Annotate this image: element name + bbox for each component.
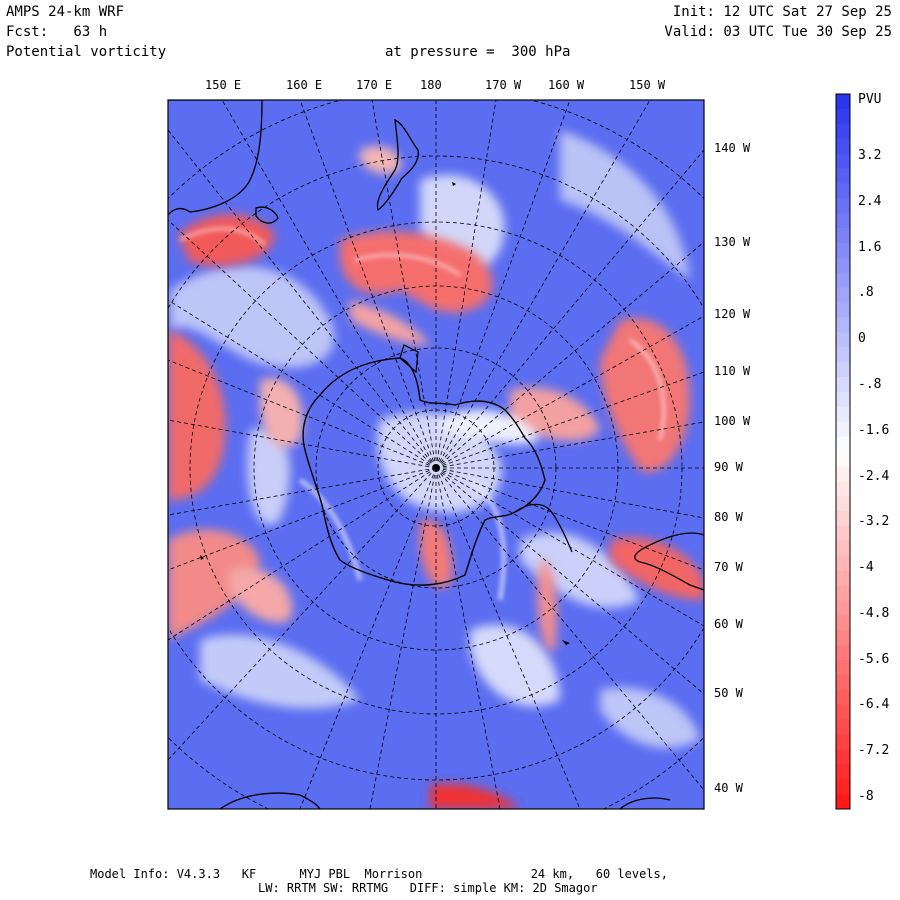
colorbar-bin xyxy=(836,242,850,259)
right-lon-label: 90 W xyxy=(714,460,743,474)
colorbar-tick-label: -2.4 xyxy=(858,468,890,484)
colorbar-tick-label: 3.2 xyxy=(858,148,882,163)
top-lon-label: 170 E xyxy=(356,78,393,92)
colorbar-bin xyxy=(836,615,850,631)
colorbar-bin xyxy=(836,466,850,482)
colorbar-bin xyxy=(836,94,850,110)
right-lon-label: 120 W xyxy=(714,307,751,321)
field-name: Potential vorticity xyxy=(6,44,167,60)
colorbar-bin xyxy=(836,525,850,542)
model-info-line1: Model Info: V4.3.3 KF MYJ PBL Morrison 2… xyxy=(90,867,668,881)
colorbar-bin xyxy=(836,347,850,363)
init-time: Init: 12 UTC Sat 27 Sep 25 xyxy=(672,4,892,20)
right-lon-label: 70 W xyxy=(714,560,743,574)
colorbar-bin xyxy=(836,555,850,572)
colorbar-bin xyxy=(836,511,850,527)
colorbar-bin xyxy=(836,481,850,497)
top-lon-label: 160 E xyxy=(286,78,323,92)
colorbar-bin xyxy=(836,362,850,378)
right-lon-label: 100 W xyxy=(714,414,751,428)
colorbar-bin xyxy=(836,406,850,423)
colorbar-bin xyxy=(836,719,850,736)
top-lon-label: 160 W xyxy=(548,78,585,92)
colorbar-bin xyxy=(836,585,850,601)
colorbar-bin xyxy=(836,272,850,289)
colorbar-bin xyxy=(836,630,850,646)
colorbar-border xyxy=(835,93,851,810)
colorbar-bin xyxy=(836,764,850,780)
colorbar-tick-label: -6.4 xyxy=(858,697,890,713)
colorbar-tick-label: -7.2 xyxy=(858,743,890,759)
model-title: AMPS 24-km WRF xyxy=(6,4,125,20)
colorbar-bin xyxy=(836,168,850,184)
right-lon-label: 130 W xyxy=(714,235,751,249)
colorbar-bin xyxy=(836,540,850,557)
top-lon-label: 150 E xyxy=(205,78,242,92)
colorbar-tick-label: .8 xyxy=(858,285,874,301)
colorbar-bin xyxy=(836,645,850,661)
colorbar-tick-label: 0 xyxy=(858,331,866,347)
colorbar-bin xyxy=(836,213,850,229)
colorbar-tick-label: -4.8 xyxy=(858,605,890,621)
right-lon-label: 50 W xyxy=(714,686,743,700)
colorbar-bin xyxy=(836,302,850,318)
colorbar-bin xyxy=(836,287,850,304)
colorbar-bin xyxy=(836,391,850,408)
colorbar-bin xyxy=(836,451,850,467)
colorbar-tick-label: -8 xyxy=(858,789,874,804)
colorbar-bin xyxy=(836,153,850,169)
colorbar-bin xyxy=(836,674,850,691)
colorbar-bin xyxy=(836,183,850,199)
colorbar-bin xyxy=(836,377,850,393)
colorbar xyxy=(836,94,850,810)
right-lon-label: 60 W xyxy=(714,617,743,631)
map-border xyxy=(167,99,705,810)
colorbar-bin xyxy=(836,496,850,512)
colorbar-tick-label: -4 xyxy=(858,560,874,576)
top-lon-label: 170 W xyxy=(485,78,522,92)
colorbar-bin xyxy=(836,123,850,140)
colorbar-bin xyxy=(836,108,850,125)
colorbar-bin xyxy=(836,332,850,348)
top-lon-label: 180 xyxy=(420,78,442,92)
right-lon-label: 110 W xyxy=(714,364,751,378)
colorbar-bin xyxy=(836,421,850,438)
forecast-hour: Fcst: 63 h xyxy=(6,24,108,40)
valid-time: Valid: 03 UTC Tue 30 Sep 25 xyxy=(664,24,892,40)
colorbar-bin xyxy=(836,228,850,244)
colorbar-bin xyxy=(836,257,850,274)
model-info-line2: LW: RRTM SW: RRTMG DIFF: simple KM: 2D S… xyxy=(258,881,598,895)
colorbar-bin xyxy=(836,794,850,810)
colorbar-tick-label: -.8 xyxy=(858,376,882,392)
right-lon-label: 140 W xyxy=(714,141,751,155)
pressure-level: at pressure = 300 hPa xyxy=(385,44,571,60)
top-lon-label: 150 W xyxy=(629,78,666,92)
colorbar-tick-label: -5.6 xyxy=(858,651,890,667)
colorbar-bin xyxy=(836,138,850,155)
colorbar-bin xyxy=(836,198,850,214)
colorbar-tick-label: 1.6 xyxy=(858,239,882,255)
colorbar-bin xyxy=(836,660,850,676)
right-lon-label: 40 W xyxy=(714,781,743,795)
right-lon-label: 80 W xyxy=(714,510,743,524)
colorbar-bin xyxy=(836,734,850,750)
colorbar-tick-label: -1.6 xyxy=(858,422,890,438)
colorbar-bin xyxy=(836,436,850,452)
pv-field xyxy=(168,100,704,809)
colorbar-tick-label: -3.2 xyxy=(858,514,890,530)
colorbar-bin xyxy=(836,570,850,587)
colorbar-unit: PVU xyxy=(858,92,882,107)
colorbar-bin xyxy=(836,317,850,333)
colorbar-bin xyxy=(836,749,850,765)
colorbar-bin xyxy=(836,600,850,616)
colorbar-bin xyxy=(836,689,850,706)
colorbar-bin xyxy=(836,704,850,721)
colorbar-bin xyxy=(836,779,850,795)
colorbar-tick-label: 2.4 xyxy=(858,193,882,209)
